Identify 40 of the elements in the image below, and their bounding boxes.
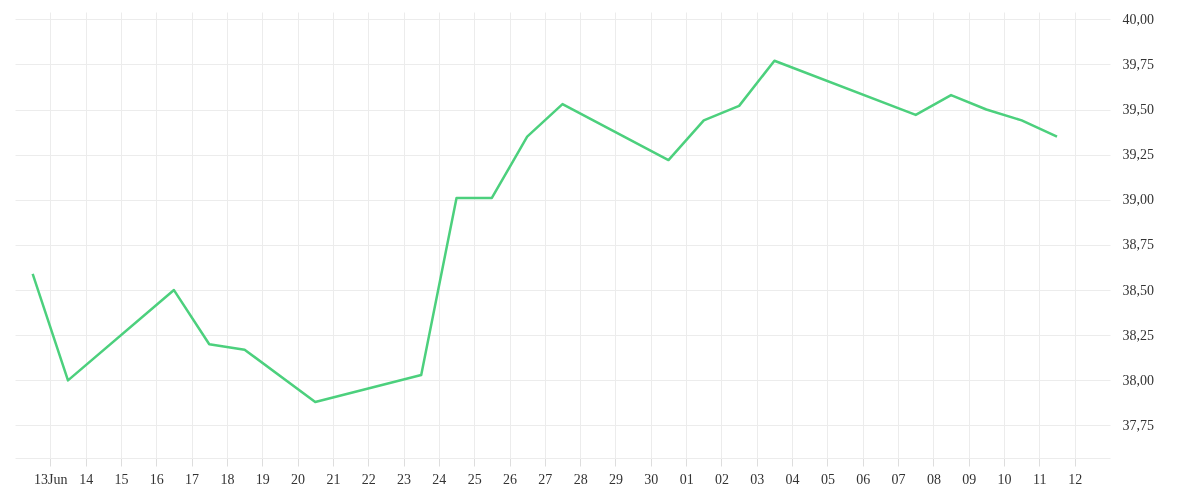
x-tick-label: 28 [573, 471, 588, 487]
y-tick-label: 37,75 [1122, 418, 1154, 433]
x-tick-label: 19 [255, 471, 270, 487]
x-tick-label: 18 [220, 471, 235, 487]
y-tick-label: 39,50 [1122, 102, 1154, 118]
x-tick-label: 26 [503, 471, 518, 487]
x-tick-label: 30 [644, 471, 659, 487]
x-tick-label: 16 [149, 471, 164, 487]
y-tick-label: 38,00 [1122, 372, 1154, 388]
y-tick-label: 40,00 [1122, 11, 1154, 27]
x-tick-label: 25 [467, 471, 482, 487]
x-tick-label: 12 [1068, 471, 1083, 487]
y-tick-label: 38,50 [1122, 282, 1154, 298]
x-tick-label: 27 [538, 471, 553, 487]
x-tick-label: 22 [361, 471, 376, 487]
x-tick-label: 09 [962, 471, 977, 487]
y-tick-label: 39,00 [1122, 192, 1154, 208]
x-tick-label: 06 [856, 471, 871, 487]
x-tick-label: 23 [397, 471, 412, 487]
y-tick-label: 38,25 [1122, 327, 1154, 343]
x-tick-label: 03 [750, 471, 765, 487]
x-tick-label: 08 [926, 471, 941, 487]
x-tick-label: 21 [326, 471, 341, 487]
x-tick-label: 10 [997, 471, 1012, 487]
x-tick-label: 02 [714, 471, 729, 487]
y-tick-label: 38,75 [1122, 237, 1154, 253]
x-tick-label: 14 [79, 471, 94, 487]
x-tick-label: 11 [1033, 471, 1047, 487]
y-tick-label: 39,25 [1122, 147, 1154, 163]
x-tick-label: 01 [679, 471, 694, 487]
x-tick-label: 17 [185, 471, 200, 487]
x-tick-label: 24 [432, 471, 447, 487]
x-tick-label: 07 [891, 471, 906, 487]
x-tick-label: 04 [785, 471, 800, 487]
x-tick-label: 29 [608, 471, 623, 487]
x-tick-label: 20 [291, 471, 306, 487]
x-tick-label: 05 [820, 471, 835, 487]
x-tick-label: 15 [114, 471, 129, 487]
y-tick-label: 39,75 [1122, 56, 1154, 72]
x-tick-label: 13Jun [34, 471, 68, 487]
